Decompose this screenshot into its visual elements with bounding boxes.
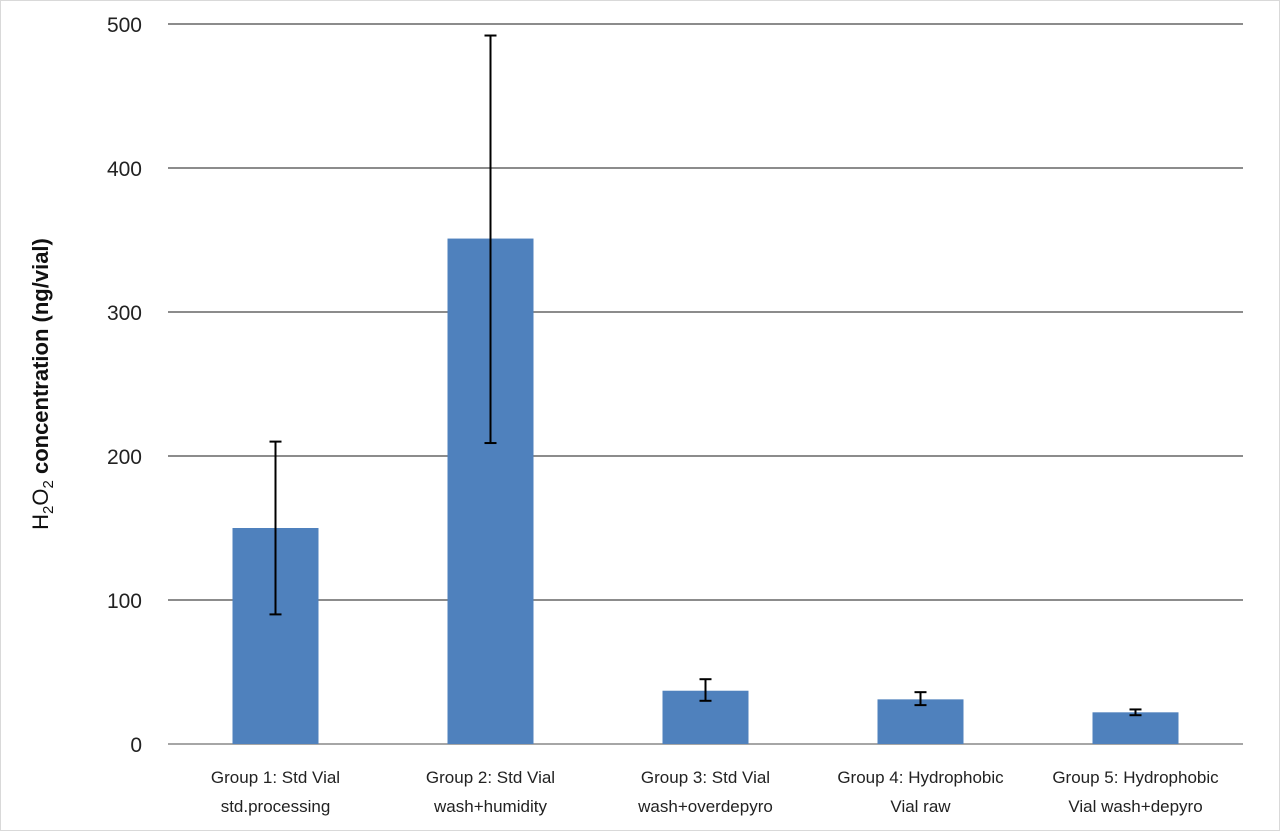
x-category-label: Group 4: Hydrophobic [837, 768, 1004, 787]
y-axis-label-o: O [28, 489, 53, 506]
error-bar [484, 34, 497, 445]
x-category-label: Group 2: Std Vial [426, 768, 555, 787]
x-category-label: Group 1: Std Vial [211, 768, 340, 787]
bar [877, 699, 964, 744]
x-category-label: wash+overdepyro [637, 797, 773, 816]
x-category-label: Group 3: Std Vial [641, 768, 770, 787]
error-bar [269, 440, 282, 616]
x-category-label: Vial wash+depyro [1068, 797, 1202, 816]
bars [232, 238, 1179, 744]
y-tick-label: 400 [107, 158, 142, 181]
bar [1092, 712, 1179, 744]
y-axis-label-sub-2: 2 [40, 480, 57, 488]
x-category-label: Vial raw [890, 797, 951, 816]
y-tick-labels: 0 100 200 300 400 500 [107, 14, 142, 757]
gridlines [168, 23, 1243, 745]
x-category-label: Group 5: Hydrophobic [1052, 768, 1219, 787]
y-tick-label: 0 [130, 734, 142, 757]
y-tick-label: 300 [107, 302, 142, 325]
error-bar [1129, 708, 1142, 717]
x-category-labels: Group 1: Std Vial std.processing Group 2: … [211, 768, 1219, 816]
error-bar [699, 678, 712, 702]
x-category-label: std.processing [221, 797, 331, 816]
y-axis-label-h: H [28, 514, 53, 530]
x-category-label: wash+humidity [433, 797, 547, 816]
y-tick-label: 200 [107, 446, 142, 469]
y-tick-label: 100 [107, 590, 142, 613]
y-axis-label-rest: concentration (ng/vial) [28, 238, 53, 480]
error-bar [914, 691, 927, 707]
error-bars [269, 34, 1142, 717]
y-tick-label: 500 [107, 14, 142, 37]
y-axis-label: H2O2 concentration (ng/vial) [28, 238, 57, 530]
y-axis-label-sub-1: 2 [40, 506, 57, 514]
